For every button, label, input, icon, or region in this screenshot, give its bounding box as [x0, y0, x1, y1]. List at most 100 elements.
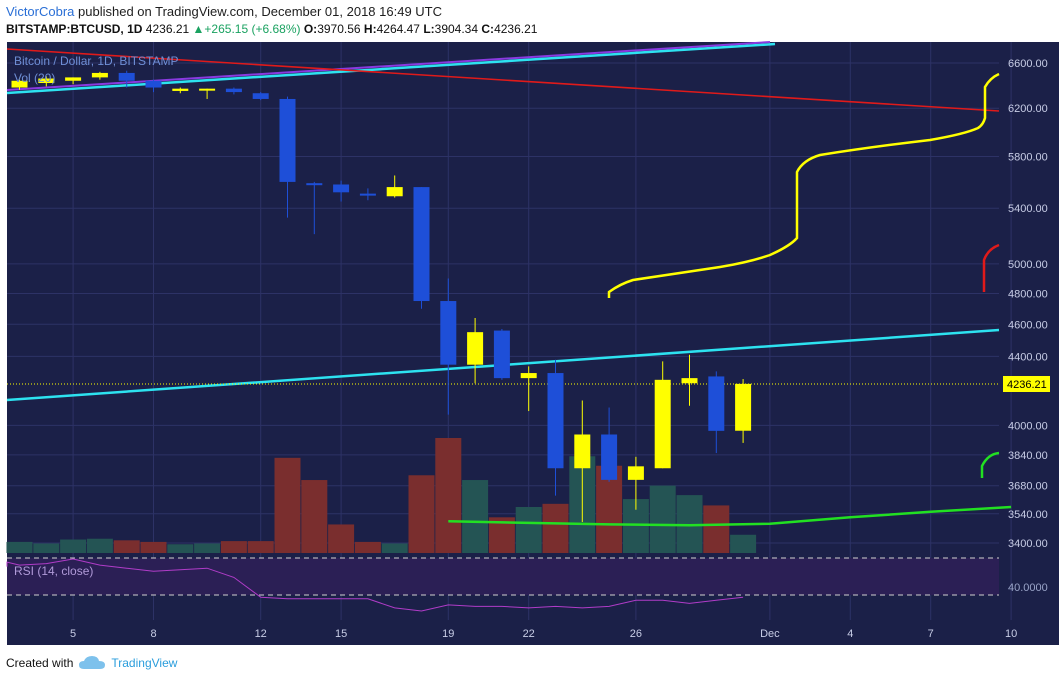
price-axis-label: 3840.00: [1008, 450, 1048, 462]
rsi-band: [7, 558, 999, 595]
red-curve: [982, 243, 1000, 292]
price-axis-label: 4400.00: [1008, 351, 1048, 363]
volume-bar: [301, 480, 328, 553]
volume-bar: [730, 534, 757, 553]
volume-bar: [247, 541, 274, 553]
volume-bar: [408, 475, 435, 553]
rsi-pane: [6, 557, 999, 612]
tradingview-brand[interactable]: TradingView: [111, 656, 178, 670]
time-axis-label: 5: [70, 628, 76, 640]
candle-body: [574, 434, 591, 469]
volume-bar: [274, 457, 301, 553]
candle-body: [681, 378, 698, 384]
author-link[interactable]: VictorCobra: [6, 4, 75, 19]
candle-body: [493, 330, 510, 379]
rsi-value-label: 40.0000: [1008, 582, 1048, 594]
candle-body: [654, 379, 671, 469]
volume-bar: [435, 438, 462, 553]
price-tag: 4236.21: [1007, 379, 1047, 391]
price-axis-label: 3400.00: [1008, 538, 1048, 550]
price-tag-box: [1003, 376, 1050, 392]
price-axis-background: [999, 42, 1059, 620]
time-axis-label: 22: [523, 628, 535, 640]
time-axis-label: 4: [847, 628, 853, 640]
candle-body: [306, 183, 323, 186]
volume-bar: [462, 480, 489, 553]
candle-body: [91, 72, 108, 78]
price-change: +265.15 (+6.68%): [204, 22, 301, 36]
symbol-header: BITSTAMP:BTCUSD, 1D 4236.21 ▲+265.15 (+6…: [6, 22, 537, 36]
volume-bar: [220, 541, 247, 553]
red-resistance-line: [6, 48, 1000, 112]
volume-bar: [194, 543, 221, 553]
candle-body: [65, 77, 82, 81]
close-label: C:: [481, 22, 495, 36]
candle-body: [145, 80, 162, 88]
volume-bar: [167, 544, 194, 553]
candle-body: [627, 466, 644, 480]
volume-ma-line: [448, 505, 1012, 527]
volume-bar: [33, 543, 60, 553]
high-value: 4264.47: [376, 22, 420, 36]
candle-body: [520, 373, 537, 379]
candle-body: [172, 88, 189, 91]
symbol-name: BITSTAMP:BTCUSD, 1D: [6, 22, 143, 36]
rsi-line: [6, 558, 744, 612]
price-axis-label: 5400.00: [1008, 203, 1048, 215]
candle-body: [386, 187, 403, 197]
open-label: O:: [303, 22, 318, 36]
volume-bar: [542, 503, 569, 553]
green-curve-tail: [980, 451, 1000, 478]
series-title: Bitcoin / Dollar, 1D, BITSTAMP: [14, 54, 179, 68]
candle-body: [225, 88, 242, 93]
time-axis-label: 8: [150, 628, 156, 640]
candle-body: [413, 187, 430, 302]
axes: 6600.00 6200.00 5800.00 5400.00 5000.00 4800.…: [70, 58, 1048, 640]
volume-bar: [649, 485, 676, 553]
candle-body: [38, 78, 55, 84]
time-axis-label: 10: [1005, 628, 1017, 640]
purple-channel-line: [6, 41, 771, 91]
volume-bar: [60, 539, 87, 553]
candle-body: [359, 193, 376, 196]
candle-body: [199, 88, 216, 91]
chart-panel[interactable]: 6600.00 6200.00 5800.00 5400.00 5000.00 4800.…: [0, 40, 1059, 645]
volume-bar: [328, 524, 355, 553]
price-chart[interactable]: 6600.00 6200.00 5800.00 5400.00 5000.00 4800.…: [0, 40, 1059, 645]
volume-bar: [86, 538, 113, 553]
candle-body: [547, 373, 564, 469]
cyan-upper-channel-line: [6, 42, 776, 95]
last-price: 4236.21: [145, 22, 190, 36]
candle-body: [118, 72, 135, 81]
price-axis-label: 5000.00: [1008, 259, 1048, 271]
candle-body: [252, 93, 269, 99]
time-axis-background: [7, 620, 1059, 645]
time-axis-label: 19: [442, 628, 454, 640]
price-axis-label: 6200.00: [1008, 103, 1048, 115]
volume-bar: [6, 541, 33, 553]
publish-header: VictorCobra published on TradingView.com…: [6, 4, 442, 19]
candle-body: [279, 98, 296, 182]
volume-bar: [140, 541, 167, 553]
time-axis-label: 12: [255, 628, 267, 640]
candle-body: [735, 383, 752, 431]
rsi-label: RSI (14, close): [14, 564, 93, 578]
price-axis-label: 4600.00: [1008, 319, 1048, 331]
candle-body: [601, 434, 618, 480]
volume-bar: [354, 541, 381, 553]
close-value: 4236.21: [494, 22, 538, 36]
volume-bar: [113, 540, 140, 553]
price-axis-label: 4800.00: [1008, 288, 1048, 300]
price-axis-label: 3680.00: [1008, 481, 1048, 493]
volume-bar: [515, 507, 542, 553]
up-arrow-icon: ▲: [192, 22, 205, 36]
candle-body: [467, 332, 484, 365]
low-value: 3904.34: [434, 22, 479, 36]
volume-bar: [703, 505, 730, 553]
candle-body: [11, 80, 28, 88]
created-with-text: Created with: [6, 656, 74, 670]
time-axis-label: 15: [335, 628, 347, 640]
time-axis-label: 26: [630, 628, 642, 640]
candle-body: [333, 184, 350, 193]
publish-info: published on TradingView.com, December 0…: [78, 4, 443, 19]
